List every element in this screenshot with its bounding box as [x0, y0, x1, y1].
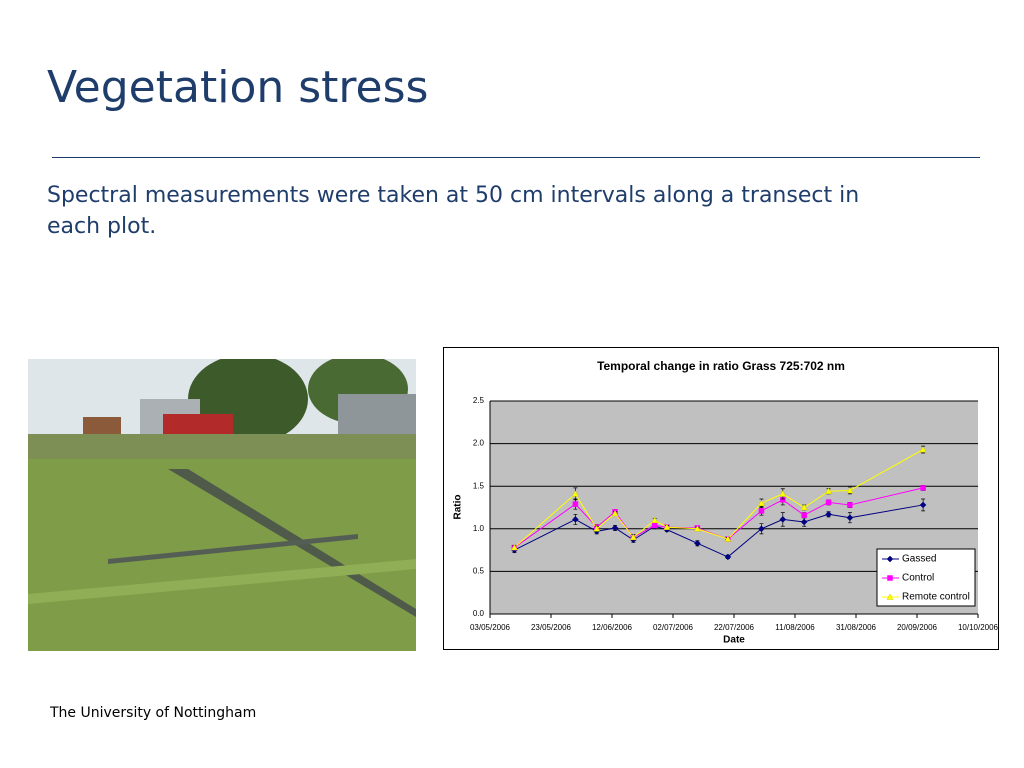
point [694, 539, 701, 547]
point [779, 490, 787, 497]
legend-marker [887, 575, 893, 581]
point [611, 524, 619, 532]
y-tick-label: 1.0 [473, 524, 485, 533]
point [724, 553, 732, 561]
point [758, 525, 765, 533]
legend-marker [886, 593, 894, 600]
point [629, 533, 637, 541]
x-tick-label: 02/07/2006 [653, 623, 694, 632]
point [846, 514, 854, 522]
point [800, 518, 808, 526]
x-tick-label: 20/09/2006 [897, 623, 938, 632]
point [724, 535, 732, 542]
point [919, 446, 927, 453]
point [593, 525, 601, 532]
point [571, 490, 579, 497]
footer: The University of Nottingham [50, 705, 257, 721]
point [651, 516, 659, 524]
x-tick-label: 23/05/2006 [531, 623, 572, 632]
point [663, 523, 671, 530]
x-tick-label: 03/05/2006 [470, 623, 511, 632]
point [510, 544, 518, 551]
legend-label: Gassed [902, 554, 936, 565]
point [758, 499, 765, 506]
point [800, 503, 808, 511]
point [651, 522, 658, 529]
point [801, 512, 807, 518]
y-tick-label: 0.5 [473, 567, 485, 576]
x-tick-label: 10/10/2006 [958, 623, 999, 632]
point [779, 516, 787, 523]
legend-label: Control [902, 573, 934, 584]
y-tick-label: 1.5 [473, 481, 485, 490]
legend-marker [886, 555, 894, 563]
point [825, 487, 832, 495]
slide-title: Vegetation stress [47, 62, 429, 113]
y-axis-label: Ratio [453, 495, 464, 520]
x-tick-label: 31/08/2006 [836, 623, 877, 632]
photo [28, 359, 416, 651]
y-tick-label: 2.5 [473, 396, 485, 405]
x-tick-label: 11/08/2006 [775, 623, 815, 632]
point [919, 501, 927, 509]
x-axis-label: Date [723, 635, 745, 646]
point [825, 499, 832, 506]
y-tick-label: 2.0 [473, 439, 485, 448]
point [693, 525, 701, 532]
x-tick-label: 12/06/2006 [592, 623, 633, 632]
divider [52, 157, 980, 158]
point [920, 485, 926, 491]
body-text: Spectral measurements were taken at 50 c… [47, 183, 860, 239]
legend-label: Remote control [902, 592, 970, 603]
y-tick-label: 0.0 [473, 609, 485, 618]
point [611, 509, 619, 517]
point [847, 502, 853, 508]
point [572, 516, 579, 523]
point [758, 508, 765, 514]
chart-title: Temporal change in ratio Grass 725:702 n… [597, 359, 845, 373]
point [846, 486, 854, 494]
point [572, 501, 579, 507]
x-tick-label: 22/07/2006 [714, 623, 755, 632]
point [825, 510, 832, 518]
